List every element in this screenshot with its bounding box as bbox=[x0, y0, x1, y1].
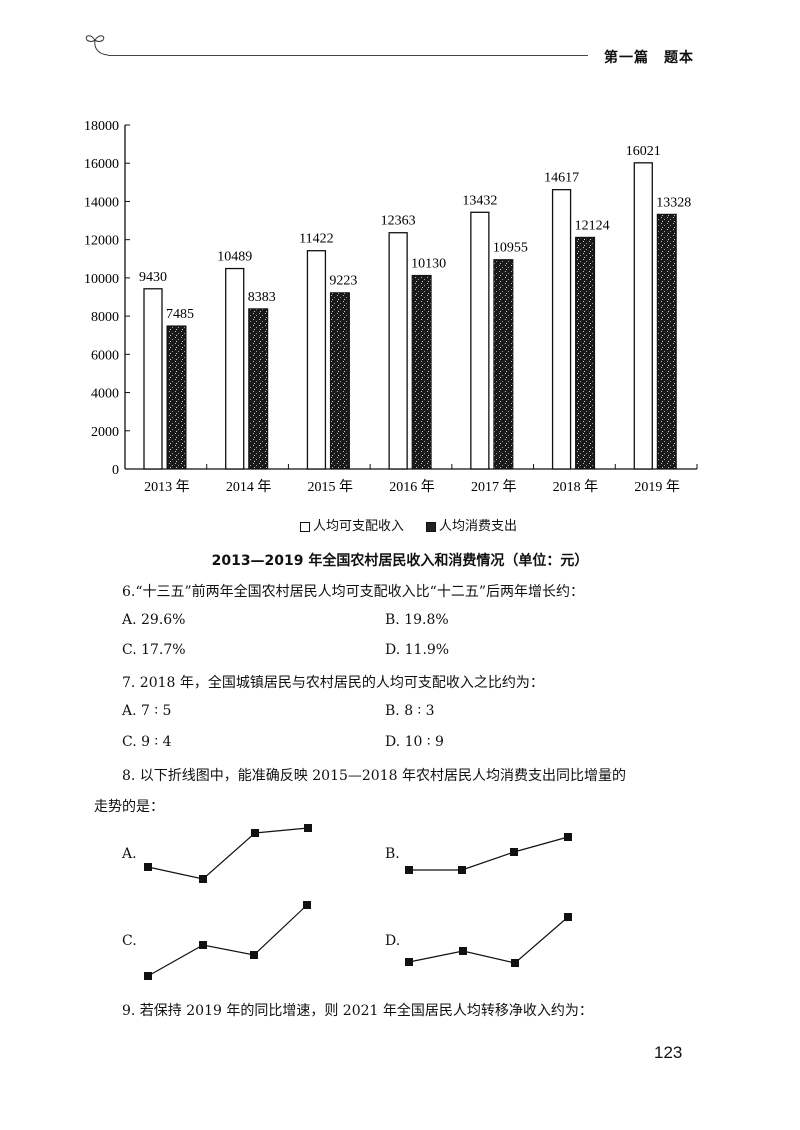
q8-option-c-label[interactable]: C. bbox=[122, 933, 137, 949]
x-tick-label: 2014 年 bbox=[226, 479, 272, 495]
q7-option-c[interactable]: C. 9 ∶ 4 bbox=[122, 734, 172, 750]
y-tick-label: 8000 bbox=[91, 310, 119, 325]
bar-value-label: 9430 bbox=[139, 270, 167, 285]
question-9: 9. 若保持 2019 年的同比增速，则 2021 年全国居民人均转移净收入约为… bbox=[122, 1003, 593, 1019]
y-tick-label: 16000 bbox=[84, 157, 119, 172]
q8-option-a-label[interactable]: A. bbox=[122, 846, 137, 862]
bar-value-label: 10130 bbox=[411, 256, 446, 271]
q8-option-d-label[interactable]: D. bbox=[385, 933, 401, 949]
square-marker-icon bbox=[251, 829, 259, 837]
bar-income bbox=[306, 250, 327, 470]
square-marker-icon bbox=[564, 833, 572, 841]
q8-option-line bbox=[147, 904, 308, 977]
y-tick-label: 2000 bbox=[91, 425, 119, 440]
square-marker-icon bbox=[511, 959, 519, 967]
q8-option-b-label[interactable]: B. bbox=[385, 846, 400, 862]
bar-expense bbox=[656, 213, 677, 470]
bar-value-label: 16021 bbox=[626, 144, 661, 159]
bar-value-label: 14617 bbox=[544, 171, 579, 186]
bar-expense bbox=[248, 308, 269, 470]
y-tick-label: 10000 bbox=[84, 272, 119, 287]
bar-expense bbox=[411, 274, 432, 470]
bar-value-label: 8383 bbox=[248, 290, 276, 305]
legend-item-income: 人均可支配收入 bbox=[300, 515, 404, 534]
chart-caption: 2013—2019 年全国农村居民收入和消费情况（单位：元） bbox=[211, 553, 589, 569]
square-marker-icon bbox=[405, 958, 413, 966]
page-number: 123 bbox=[654, 1043, 683, 1062]
bar-value-label: 7485 bbox=[166, 307, 194, 322]
square-marker-icon bbox=[199, 875, 207, 883]
bar-income bbox=[633, 162, 653, 470]
bar-income bbox=[388, 232, 408, 470]
q6-option-d[interactable]: D. 11.9% bbox=[385, 642, 450, 658]
y-tick-label: 12000 bbox=[84, 234, 119, 249]
square-marker-icon bbox=[144, 972, 152, 980]
square-marker-icon bbox=[304, 824, 312, 832]
q6-option-c[interactable]: C. 17.7% bbox=[122, 642, 186, 658]
q8-option-line bbox=[147, 827, 309, 880]
bar-income bbox=[225, 267, 245, 470]
question-6: 6.“十三五”前两年全国农村居民人均可支配收入比“十二五”后两年增长约： bbox=[122, 584, 584, 600]
legend-swatch-white-icon bbox=[300, 521, 310, 532]
question-8-line2: 走势的是： bbox=[94, 799, 164, 815]
y-tick-label: 18000 bbox=[84, 119, 119, 134]
x-tick-label: 2019 年 bbox=[634, 479, 680, 495]
q6-option-a[interactable]: A. 29.6% bbox=[122, 612, 186, 628]
bar-chart: 0 2000 4000 6000 8000 10000 12000 14000 16000 180… bbox=[84, 119, 698, 495]
chart-legend: 人均可支配收入 人均消费支出 bbox=[300, 515, 517, 534]
square-marker-icon bbox=[459, 947, 467, 955]
bar-value-label: 12363 bbox=[381, 214, 416, 229]
square-marker-icon bbox=[458, 866, 466, 874]
question-8-line1: 8. 以下折线图中，能准确反映 2015—2018 年农村居民人均消费支出同比增… bbox=[122, 768, 626, 784]
x-tick-label: 2016 年 bbox=[389, 479, 435, 495]
header-rule bbox=[108, 55, 588, 56]
square-marker-icon bbox=[250, 951, 258, 959]
x-tick-label: 2013 年 bbox=[144, 479, 190, 495]
bar-value-label: 10489 bbox=[217, 250, 252, 265]
y-tick-label: 4000 bbox=[91, 387, 119, 402]
bar-value-label: 13432 bbox=[462, 193, 497, 208]
sprout-icon bbox=[85, 35, 109, 56]
square-marker-icon bbox=[303, 901, 311, 909]
q7-option-b[interactable]: B. 8 ∶ 3 bbox=[385, 703, 435, 719]
legend-swatch-dark-icon bbox=[426, 521, 437, 532]
bar-expense bbox=[166, 325, 187, 470]
legend-item-expense: 人均消费支出 bbox=[426, 515, 517, 534]
y-tick-label: 6000 bbox=[91, 348, 119, 363]
square-marker-icon bbox=[199, 941, 207, 949]
bar-value-label: 9223 bbox=[329, 274, 357, 289]
x-tick-label: 2017 年 bbox=[471, 479, 517, 495]
q8-line-charts bbox=[144, 824, 572, 980]
q7-option-a[interactable]: A. 7 ∶ 5 bbox=[122, 703, 172, 719]
x-tick-label: 2018 年 bbox=[553, 479, 599, 495]
y-tick-label: 14000 bbox=[84, 195, 119, 210]
q6-option-b[interactable]: B. 19.8% bbox=[385, 612, 449, 628]
y-tick-label: 0 bbox=[112, 463, 119, 478]
bar-expense bbox=[575, 236, 596, 470]
q7-option-d[interactable]: D. 10 ∶ 9 bbox=[385, 734, 444, 750]
bar-value-label: 10955 bbox=[493, 241, 528, 256]
square-marker-icon bbox=[405, 866, 413, 874]
square-marker-icon bbox=[144, 863, 152, 871]
bar-value-label: 13328 bbox=[656, 195, 691, 210]
bar-expense bbox=[493, 259, 514, 470]
question-7: 7. 2018 年，全国城镇居民与农村居民的人均可支配收入之比约为： bbox=[122, 675, 544, 691]
bar-income bbox=[470, 211, 490, 470]
q8-option-line bbox=[408, 916, 569, 964]
section-title: 第一篇 题本 bbox=[604, 50, 694, 66]
bar-value-label: 12124 bbox=[575, 218, 610, 233]
bar-income bbox=[551, 189, 572, 470]
square-marker-icon bbox=[510, 848, 518, 856]
bar-income bbox=[143, 288, 163, 470]
x-tick-label: 2015 年 bbox=[308, 479, 354, 495]
q8-option-line bbox=[409, 836, 569, 871]
square-marker-icon bbox=[564, 913, 572, 921]
bar-expense bbox=[329, 292, 350, 470]
bar-value-label: 11422 bbox=[299, 232, 333, 247]
